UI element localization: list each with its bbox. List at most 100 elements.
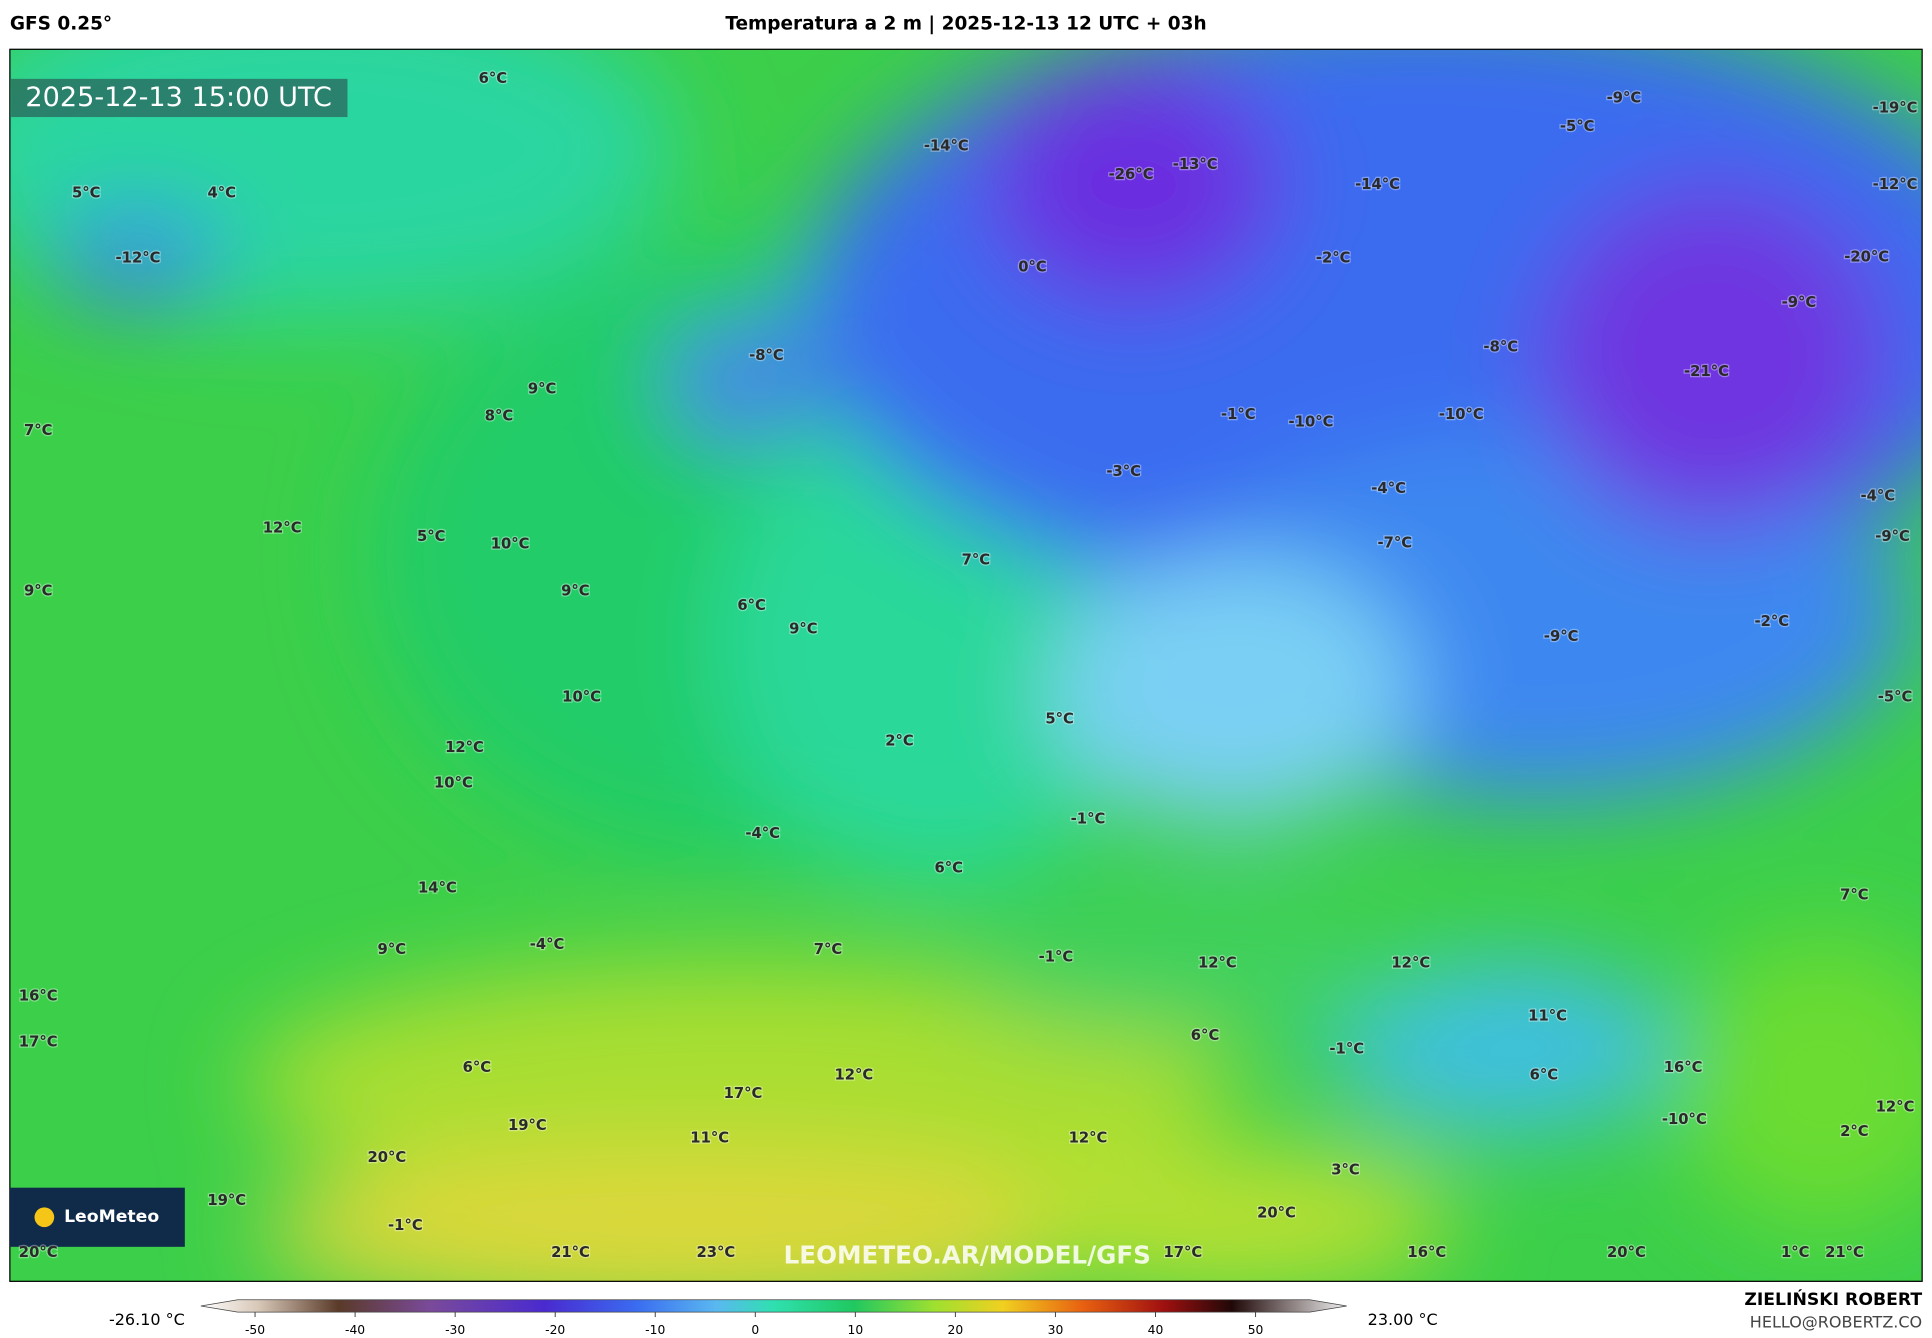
logo-sun: [34, 1207, 55, 1228]
temperature-label: 6°C: [737, 597, 766, 614]
map-frame: [9, 48, 1923, 1282]
temperature-label: -2°C: [1755, 613, 1790, 630]
temperature-label: -2°C: [1316, 250, 1351, 267]
temperature-label: 20°C: [1607, 1244, 1646, 1261]
temperature-label: -21°C: [1684, 363, 1729, 380]
temperature-label: 19°C: [508, 1117, 547, 1134]
temperature-label: 4°C: [208, 184, 237, 201]
temperature-label: 12°C: [1876, 1099, 1915, 1116]
temperature-label: 5°C: [1045, 711, 1074, 728]
temperature-label: 10°C: [562, 688, 601, 705]
temperature-label: 20°C: [368, 1149, 407, 1166]
temperature-label: -4°C: [1371, 480, 1406, 497]
temperature-label: -9°C: [1607, 90, 1642, 107]
temperature-label: 6°C: [934, 860, 963, 877]
temperature-label: -9°C: [1544, 628, 1579, 645]
timestamp-box: [11, 78, 348, 118]
temperature-label: 12°C: [445, 739, 484, 756]
map-title: Temperatura a 2 m | 2025-12-13 12 UTC + …: [725, 14, 1206, 35]
temperature-label: -5°C: [1878, 688, 1913, 705]
colorbar-tick-label: 20: [948, 1323, 964, 1337]
temperature-label: -26°C: [1109, 166, 1154, 183]
temperature-label: 5°C: [417, 528, 446, 545]
temperature-label: 21°C: [1825, 1244, 1864, 1261]
colorbar-tick-label: -10: [645, 1323, 665, 1337]
temperature-label: 19°C: [207, 1192, 246, 1209]
temperature-label: 12°C: [1198, 954, 1237, 971]
temperature-label: 12°C: [263, 520, 302, 537]
temperature-label: -13°C: [1173, 156, 1218, 173]
temperature-label: 11°C: [1528, 1007, 1567, 1024]
temperature-label: 20°C: [19, 1244, 58, 1261]
model-name: GFS 0.25°: [10, 14, 112, 35]
colorbar-tick-label: 40: [1148, 1323, 1164, 1337]
colorbar-tick-label: 0: [751, 1323, 759, 1337]
temperature-label: -14°C: [924, 138, 969, 155]
temperature-label: 17°C: [19, 1033, 58, 1050]
temperature-label: 12°C: [1391, 954, 1430, 971]
colorbar-tick-label: -30: [445, 1323, 465, 1337]
temperature-label: 11°C: [690, 1129, 729, 1146]
temperature-label: 10°C: [491, 536, 530, 553]
temperature-label: -5°C: [1560, 118, 1595, 135]
temperature-label: 3°C: [1331, 1161, 1360, 1178]
temperature-label: 6°C: [1530, 1067, 1559, 1084]
temperature-label: -10°C: [1439, 406, 1484, 423]
temperature-label: -20°C: [1844, 248, 1889, 265]
temperature-label: 9°C: [24, 582, 53, 599]
colorbar-tick-label: 30: [1048, 1323, 1064, 1337]
temperature-label: 2°C: [1840, 1123, 1869, 1140]
colorbar-tick-label: -20: [545, 1323, 565, 1337]
temperature-label: 9°C: [378, 941, 407, 958]
temperature-label: -9°C: [1782, 294, 1817, 311]
temperature-label: -12°C: [1873, 176, 1918, 193]
temperature-label: 9°C: [528, 380, 557, 397]
temperature-label: -10°C: [1289, 414, 1334, 431]
timestamp: 2025-12-13 15:00 UTC: [25, 82, 331, 113]
temperature-label: -1°C: [1071, 810, 1106, 827]
temperature-label: -1°C: [388, 1217, 423, 1234]
temperature-label: 12°C: [1069, 1129, 1108, 1146]
colorbar-max: 23.00 °C: [1368, 1310, 1438, 1329]
temperature-label: -7°C: [1377, 534, 1412, 551]
temperature-label: 16°C: [19, 988, 58, 1005]
colorbar-tick-label: 50: [1248, 1323, 1264, 1337]
temperature-labels: 6°C 5°C 4°C -12°C -14°C -26°C -13°C -14°C -9°C -5…: [18, 69, 1919, 1263]
temperature-label: -8°C: [1483, 338, 1518, 355]
temperature-label: -4°C: [745, 825, 780, 842]
temperature-label: 16°C: [1407, 1244, 1446, 1261]
watermark: LEOMETEO.AR/MODEL/GFS: [784, 1241, 1151, 1270]
temperature-label: -4°C: [1860, 488, 1895, 505]
temperature-label: 17°C: [724, 1085, 763, 1102]
temperature-label: 6°C: [463, 1059, 492, 1076]
temperature-label: -12°C: [116, 250, 161, 267]
temperature-label: 1°C: [1781, 1244, 1810, 1261]
temperature-label: -4°C: [530, 936, 565, 953]
temperature-label: 8°C: [485, 407, 514, 424]
colorbar-tick-label: 10: [848, 1323, 864, 1337]
temperature-label: 21°C: [551, 1244, 590, 1261]
temperature-label: 16°C: [1664, 1059, 1703, 1076]
temperature-label: 7°C: [962, 552, 991, 569]
temperature-label: 7°C: [1840, 887, 1869, 904]
temperature-label: 10°C: [434, 775, 473, 792]
colorbar-min: -26.10 °C: [109, 1310, 185, 1329]
temperature-label: 2°C: [885, 733, 914, 750]
temperature-label: -1°C: [1221, 406, 1256, 423]
temperature-label: 6°C: [479, 70, 508, 87]
temperature-label: -3°C: [1106, 463, 1141, 480]
temperature-label: 7°C: [814, 941, 843, 958]
temperature-label: -1°C: [1039, 948, 1074, 965]
temperature-label: 6°C: [1191, 1027, 1220, 1044]
temperature-label: 9°C: [789, 621, 818, 638]
temperature-label: -8°C: [749, 347, 784, 364]
logo: LeoMeteo: [64, 1207, 159, 1227]
colorbar-tick-label: -40: [345, 1323, 365, 1337]
temperature-label: -9°C: [1875, 528, 1910, 545]
temperature-label: 17°C: [1163, 1244, 1202, 1261]
temperature-label: -1°C: [1329, 1041, 1364, 1058]
temperature-label: 12°C: [834, 1067, 873, 1084]
